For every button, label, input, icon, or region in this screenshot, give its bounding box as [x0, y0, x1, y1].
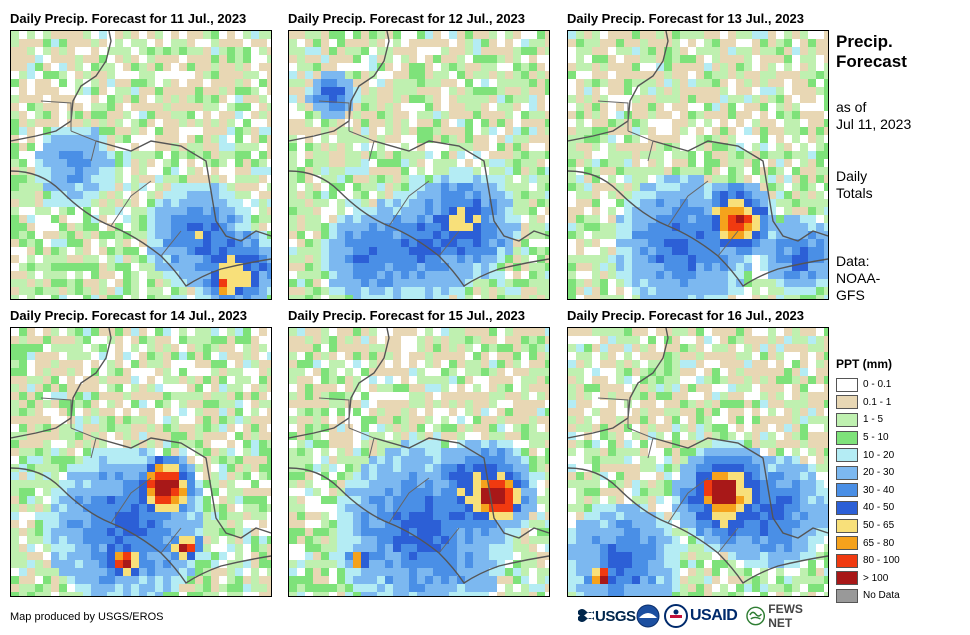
panel-title-3: Daily Precip. Forecast for 13 Jul., 2023	[567, 11, 805, 26]
map-credit: Map produced by USGS/EROS	[10, 611, 164, 623]
legend-item: 0 - 0.1	[836, 376, 900, 394]
usgs-wave-icon	[578, 609, 594, 622]
sidebar-totals-line2: Totals	[836, 185, 873, 201]
usgs-logo: USGS	[578, 603, 636, 629]
noaa-seal-icon	[636, 604, 660, 628]
sidebar-asof-line1: as of	[836, 99, 867, 115]
sidebar-data-line2: NOAA-	[836, 270, 881, 286]
legend-label: 20 - 30	[863, 467, 895, 479]
legend-swatch	[836, 571, 858, 586]
fews-globe-icon	[746, 606, 766, 626]
forecast-map-6	[567, 327, 829, 597]
panel-title-2: Daily Precip. Forecast for 12 Jul., 2023	[288, 11, 526, 26]
sidebar-data-line1: Data:	[836, 253, 870, 269]
legend-swatch	[836, 448, 858, 463]
noaa-logo	[636, 603, 660, 629]
legend-item: 40 - 50	[836, 499, 900, 517]
legend-item: > 100	[836, 570, 900, 588]
legend-swatch	[836, 465, 858, 480]
sidebar-totals: Daily Totals	[836, 168, 873, 202]
legend-swatch	[836, 588, 858, 603]
panel-title-4: Daily Precip. Forecast for 14 Jul., 2023	[10, 308, 248, 323]
forecast-map-3	[567, 30, 829, 300]
legend-title: PPT (mm)	[836, 357, 893, 371]
usaid-seal-icon	[664, 604, 688, 628]
panel-title-1: Daily Precip. Forecast for 11 Jul., 2023	[10, 11, 247, 26]
legend-item: 20 - 30	[836, 464, 900, 482]
sidebar-asof: as of Jul 11, 2023	[836, 99, 911, 133]
sidebar-totals-line1: Daily	[836, 168, 868, 184]
legend-swatch	[836, 500, 858, 515]
panel-title-5: Daily Precip. Forecast for 15 Jul., 2023	[288, 308, 526, 323]
legend-swatch	[836, 553, 858, 568]
legend-item: 80 - 100	[836, 552, 900, 570]
forecast-map-4	[10, 327, 272, 597]
legend-label: 80 - 100	[863, 555, 900, 567]
legend-label: 0.1 - 1	[863, 396, 892, 408]
legend-label: 65 - 80	[863, 537, 895, 549]
sidebar-data-source: Data: NOAA- GFS	[836, 253, 880, 304]
legend-swatch	[836, 430, 858, 445]
forecast-map-2	[288, 30, 550, 300]
legend-label: No Data	[863, 590, 900, 602]
legend-label: > 100	[863, 572, 889, 584]
legend-swatch	[836, 536, 858, 551]
sidebar-asof-line2: Jul 11, 2023	[836, 116, 912, 132]
legend-label: 50 - 65	[863, 520, 895, 532]
legend-swatch	[836, 483, 858, 498]
legend-swatch	[836, 377, 858, 392]
legend-swatch	[836, 412, 858, 427]
legend-swatch	[836, 518, 858, 533]
sidebar-data-line3: GFS	[836, 287, 865, 303]
legend-item: 0.1 - 1	[836, 394, 900, 412]
legend-item: No Data	[836, 587, 900, 605]
forecast-map-5	[288, 327, 550, 597]
sidebar-title-line2: Forecast	[836, 52, 907, 71]
legend-item: 1 - 5	[836, 411, 900, 429]
legend: 0 - 0.1 0.1 - 1 1 - 5 5 - 10 10 - 20 20 - 30 3…	[836, 376, 900, 605]
legend-label: 0 - 0.1	[863, 379, 892, 391]
logo-bar: USGS USAID FEWS NET	[578, 602, 828, 630]
sidebar-title-line1: Precip.	[836, 32, 893, 51]
legend-item: 10 - 20	[836, 446, 900, 464]
legend-label: 1 - 5	[863, 414, 884, 426]
legend-label: 5 - 10	[863, 432, 889, 444]
legend-item: 50 - 65	[836, 517, 900, 535]
legend-swatch	[836, 395, 858, 410]
sidebar-title: Precip. Forecast	[836, 32, 907, 72]
panel-title-6: Daily Precip. Forecast for 16 Jul., 2023	[567, 308, 805, 323]
legend-item: 30 - 40	[836, 482, 900, 500]
usaid-logo: USAID	[664, 603, 738, 629]
fews-logo: FEWS NET	[746, 602, 828, 630]
legend-label: 10 - 20	[863, 449, 895, 461]
legend-item: 65 - 80	[836, 534, 900, 552]
legend-item: 5 - 10	[836, 429, 900, 447]
legend-label: 30 - 40	[863, 484, 895, 496]
forecast-map-1	[10, 30, 272, 300]
legend-label: 40 - 50	[863, 502, 895, 514]
